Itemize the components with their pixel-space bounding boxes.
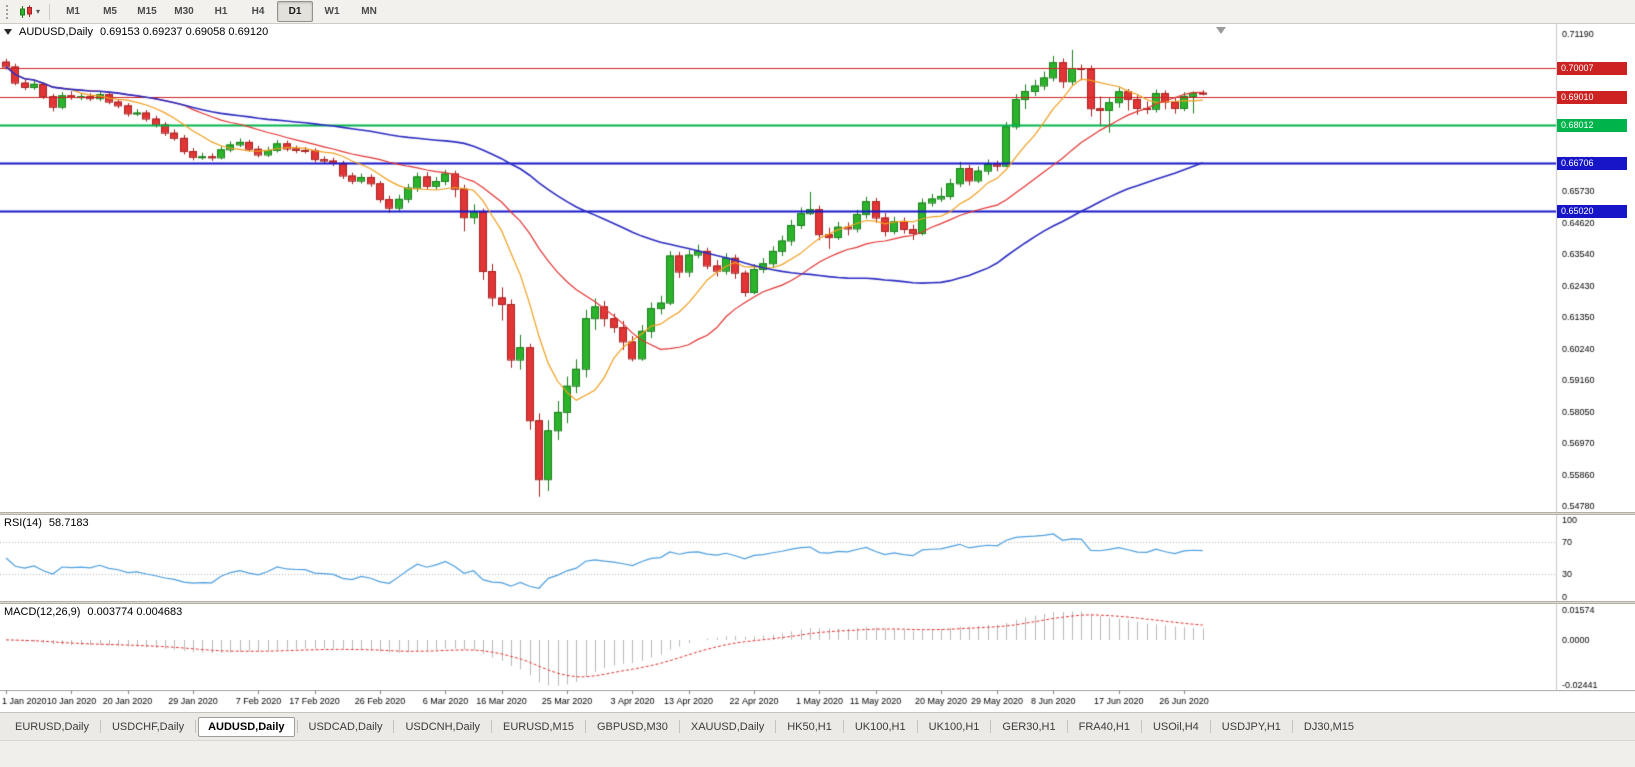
chart-tab-list: EURUSD,Daily USDCHF,Daily AUDUSD,Daily USDC…	[6, 716, 1363, 737]
date-axis	[0, 690, 1635, 712]
chart-symbol-label: AUDUSD,Daily	[19, 26, 93, 38]
timeframe-button-m1[interactable]: M1	[66, 6, 80, 17]
macd-values: 0.003774 0.004683	[87, 606, 183, 618]
candlestick-chart-icon	[20, 5, 32, 18]
rsi-label: RSI(14) 58.7183	[4, 517, 89, 529]
chart-tab-uk100-h1[interactable]: UK100,H1	[928, 720, 980, 733]
macd-pane: MACD(12,26,9) 0.003774 0.004683	[0, 604, 1635, 690]
tab-separator	[678, 720, 680, 733]
timeframe-button-h1[interactable]: H1	[214, 6, 228, 17]
tab-separator	[990, 720, 992, 733]
timeframe-buttons: M1 M5 M15 M30 H1 H4 D1 W1 MN	[55, 1, 387, 22]
timeframe-button-d1[interactable]: D1	[277, 1, 314, 22]
chart-tab-eurusd-daily[interactable]: EURUSD,Daily	[15, 720, 89, 733]
price-level-badge: 0.65020	[1557, 205, 1627, 219]
tab-separator	[195, 720, 197, 733]
price-level-badge: 0.66706	[1557, 157, 1627, 170]
chart-tab-uk100-h1[interactable]: UK100,H1	[854, 720, 906, 733]
toolbar-grip[interactable]	[5, 3, 10, 20]
price-pane: AUDUSD,Daily 0.69153 0.69237 0.69058 0.6…	[0, 24, 1635, 512]
tab-separator	[916, 720, 918, 733]
chart-tab-gbpusd-m30[interactable]: GBPUSD,M30	[596, 720, 668, 733]
timeframe-button-w1[interactable]: W1	[324, 6, 340, 17]
chart-ohlc-values: 0.69153 0.69237 0.69058 0.69120	[99, 26, 269, 38]
timeframe-button-h4[interactable]: H4	[251, 6, 265, 17]
timeframe-button-mn[interactable]: MN	[361, 6, 377, 17]
chart-tab-fra40-h1[interactable]: FRA40,H1	[1078, 720, 1130, 733]
timeframe-button-m30[interactable]: M30	[174, 6, 194, 17]
price-level-badge: 0.69010	[1557, 90, 1627, 104]
price-level-badge: 0.70007	[1557, 62, 1627, 76]
chart-window-icon[interactable]	[4, 29, 12, 35]
macd-label: MACD(12,26,9) 0.003774 0.004683	[4, 606, 182, 618]
tab-separator	[1140, 720, 1142, 733]
tab-separator	[491, 720, 493, 733]
macd-indicator-canvas[interactable]	[0, 604, 1635, 690]
tab-separator	[842, 720, 844, 733]
chart-area: AUDUSD,Daily 0.69153 0.69237 0.69058 0.6…	[0, 24, 1635, 712]
tab-separator	[1291, 720, 1293, 733]
pane-splitter[interactable]	[0, 601, 1635, 604]
chart-tab-usdchf-daily[interactable]: USDCHF,Daily	[111, 720, 185, 733]
chart-tab-eurusd-m15[interactable]: EURUSD,M15	[503, 720, 574, 733]
rsi-name: RSI(14)	[4, 517, 42, 529]
chart-type-button[interactable]: ▾	[15, 2, 44, 22]
rsi-pane: RSI(14) 58.7183	[0, 515, 1635, 601]
pane-splitter[interactable]	[0, 512, 1635, 515]
chart-tab-xauusd-daily[interactable]: XAUUSD,Daily	[690, 720, 765, 733]
rsi-value: 58.7183	[48, 517, 89, 529]
tab-separator	[1209, 720, 1211, 733]
tab-separator	[296, 720, 298, 733]
rsi-indicator-canvas[interactable]	[0, 515, 1635, 601]
tab-separator	[99, 720, 101, 733]
chart-tab-hk50-h1[interactable]: HK50,H1	[787, 720, 832, 733]
chart-tab-audusd-daily[interactable]: AUDUSD,Daily	[198, 716, 295, 737]
timeframe-button-m5[interactable]: M5	[103, 6, 117, 17]
chart-tab-dj30-m15[interactable]: DJ30,M15	[1303, 720, 1355, 733]
chart-tab-usoil-h4[interactable]: USOil,H4	[1152, 720, 1199, 733]
date-axis-canvas[interactable]	[0, 690, 1635, 712]
timeframe-button-m15[interactable]: M15	[137, 6, 157, 17]
tab-separator	[775, 720, 777, 733]
chart-tab-ger30-h1[interactable]: GER30,H1	[1002, 720, 1056, 733]
tab-separator	[393, 720, 395, 733]
chart-tab-usdcnh-daily[interactable]: USDCNH,Daily	[405, 720, 481, 733]
tab-separator	[1066, 720, 1068, 733]
chart-shift-marker[interactable]	[1216, 27, 1226, 34]
chart-tab-usdjpy-h1[interactable]: USDJPY,H1	[1221, 720, 1281, 733]
timeframe-toolbar: ▾ M1 M5 M15 M30 H1 H4 D1 W1 MN	[0, 0, 1635, 24]
chevron-down-icon: ▾	[36, 6, 41, 16]
tab-separator	[584, 720, 586, 733]
price-chart-canvas[interactable]	[0, 24, 1635, 512]
chart-tab-bar: EURUSD,Daily USDCHF,Daily AUDUSD,Daily USDC…	[0, 712, 1635, 740]
macd-name: MACD(12,26,9)	[4, 606, 81, 618]
status-bar	[0, 740, 1635, 767]
chart-title: AUDUSD,Daily 0.69153 0.69237 0.69058 0.6…	[4, 26, 268, 38]
toolbar-separator	[49, 3, 51, 20]
chart-tab-usdcad-daily[interactable]: USDCAD,Daily	[308, 720, 383, 733]
price-level-badge: 0.68012	[1557, 119, 1627, 133]
